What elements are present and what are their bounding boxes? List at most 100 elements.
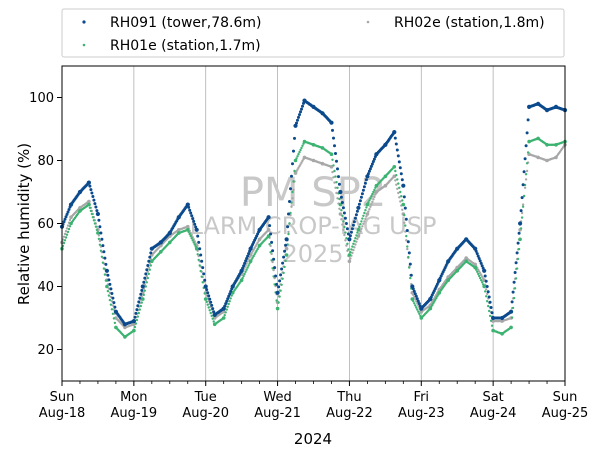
data-point <box>278 295 281 298</box>
data-point <box>212 310 216 314</box>
data-point <box>256 247 259 251</box>
data-point <box>477 257 481 260</box>
data-point <box>512 280 516 284</box>
data-point <box>142 293 145 297</box>
data-point <box>279 273 283 277</box>
data-point <box>287 212 290 216</box>
data-point <box>189 211 193 215</box>
watermark-line-2: LARM CROP-IAG USP <box>190 212 437 240</box>
data-point <box>230 287 234 291</box>
data-point <box>413 302 416 305</box>
data-point <box>105 284 109 289</box>
data-point <box>275 290 280 295</box>
data-point <box>274 274 278 278</box>
data-point <box>250 252 253 255</box>
data-point <box>131 320 135 323</box>
data-point <box>107 278 111 282</box>
data-point <box>197 240 201 244</box>
data-point <box>344 231 347 234</box>
data-point <box>345 227 349 231</box>
data-point <box>484 290 487 293</box>
data-point <box>292 180 295 183</box>
data-point <box>147 266 150 269</box>
data-point <box>187 230 190 234</box>
data-point <box>193 222 197 226</box>
data-point <box>332 136 335 140</box>
data-point <box>481 281 484 284</box>
data-point <box>418 312 421 315</box>
data-point <box>431 303 434 307</box>
data-point <box>366 172 370 176</box>
data-point <box>66 210 70 214</box>
data-point <box>244 259 248 263</box>
data-point <box>336 197 339 200</box>
x-tick-label-day: Sun <box>50 390 75 405</box>
data-point <box>106 289 110 293</box>
data-point <box>97 234 101 237</box>
data-point <box>273 266 277 270</box>
data-point <box>342 220 345 223</box>
data-point <box>478 270 481 273</box>
data-point <box>490 324 494 327</box>
data-point <box>290 205 293 208</box>
data-point <box>553 156 557 159</box>
data-point <box>194 246 199 251</box>
data-point <box>320 146 323 149</box>
data-point <box>544 159 548 162</box>
x-tick-label-day: Thu <box>336 390 361 405</box>
data-point <box>196 253 199 256</box>
data-point <box>354 213 358 217</box>
data-point <box>393 136 397 140</box>
data-point <box>209 300 213 304</box>
data-point <box>296 155 299 158</box>
data-point <box>398 166 402 170</box>
data-point <box>111 296 115 300</box>
x-tick-label-date: Aug-20 <box>182 406 229 421</box>
data-point <box>353 216 357 220</box>
data-point <box>146 264 150 267</box>
data-point <box>350 227 354 231</box>
data-point <box>149 264 152 267</box>
data-point <box>394 142 398 146</box>
data-point <box>455 270 458 273</box>
data-point <box>428 308 431 311</box>
data-point <box>122 334 126 338</box>
data-point <box>300 107 303 111</box>
x-axis-label: 2024 <box>294 430 332 448</box>
data-point <box>354 243 357 246</box>
legend-marker-series-1 <box>82 43 86 47</box>
data-point <box>510 316 514 319</box>
data-point <box>329 152 332 155</box>
data-point <box>108 282 112 286</box>
data-point <box>247 252 251 256</box>
data-point <box>479 276 482 280</box>
data-point <box>283 265 286 269</box>
data-point <box>395 183 398 186</box>
data-point <box>523 157 527 161</box>
data-point <box>299 110 302 114</box>
legend-frame <box>61 8 565 58</box>
data-point <box>99 249 103 252</box>
data-point <box>485 285 489 288</box>
data-point <box>293 123 298 128</box>
data-point <box>365 202 370 207</box>
data-point <box>311 143 314 146</box>
data-point <box>133 325 137 329</box>
data-point <box>482 283 485 286</box>
data-point <box>149 251 153 255</box>
data-point <box>343 216 347 220</box>
data-point <box>111 304 115 307</box>
x-tick-label-day: Mon <box>120 390 147 405</box>
data-point <box>369 197 372 200</box>
data-point <box>221 317 224 320</box>
data-point <box>98 243 102 246</box>
x-tick-label-date: Aug-21 <box>254 406 301 421</box>
data-point <box>520 211 524 215</box>
data-point <box>221 311 224 314</box>
data-point <box>252 254 255 258</box>
data-point <box>320 111 323 114</box>
plot-area <box>62 66 565 381</box>
data-point <box>206 291 210 295</box>
data-point <box>477 272 480 276</box>
data-point <box>519 209 523 213</box>
